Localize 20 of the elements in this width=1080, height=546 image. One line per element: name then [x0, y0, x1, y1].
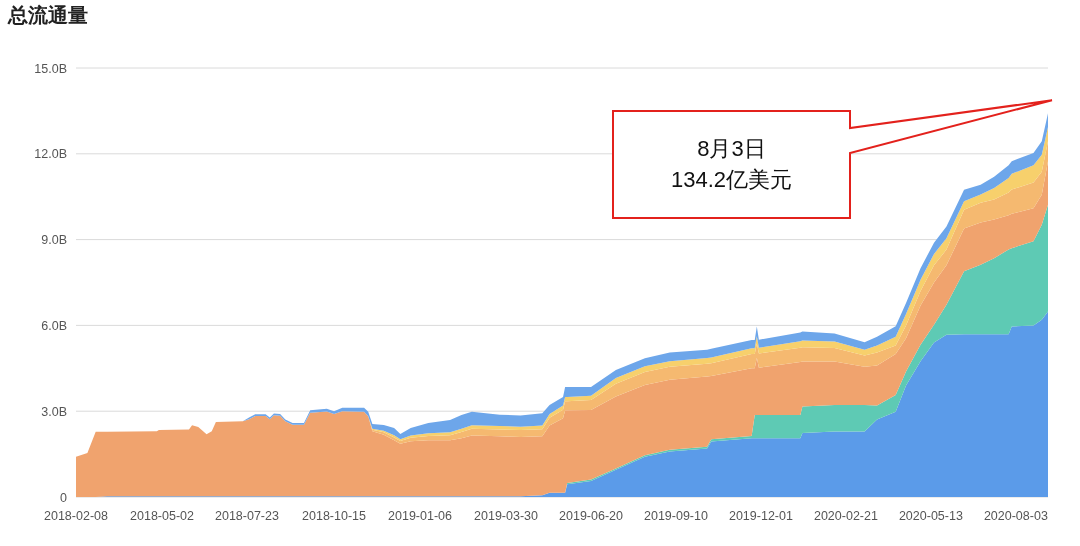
annotation: 8月3日 134.2亿美元	[670, 136, 793, 192]
y-tick-label: 9.0B	[41, 233, 67, 248]
x-tick-label: 2019-09-10	[644, 509, 708, 523]
y-tick-label: 0	[60, 490, 68, 505]
x-tick-label: 2018-10-15	[302, 509, 367, 523]
y-tick-label: 12.0B	[34, 147, 67, 162]
x-tick-label: 2019-06-20	[559, 509, 624, 523]
y-tick-label: 15.0B	[34, 61, 67, 76]
x-tick-label: 2019-01-06	[388, 509, 453, 523]
chart-title: 总流通量	[7, 4, 88, 26]
x-tick-label: 2020-08-03	[983, 509, 1048, 523]
x-tick-label: 2018-07-23	[215, 509, 279, 523]
y-tick-label: 3.0B	[41, 404, 67, 419]
x-tick-label: 2018-02-08	[44, 509, 109, 523]
x-tick-label: 2020-05-13	[898, 509, 963, 523]
x-tick-label: 2019-03-30	[474, 509, 539, 523]
x-tick-label: 2018-05-02	[130, 509, 195, 523]
x-tick-label: 2019-12-01	[728, 509, 793, 523]
y-tick-label: 6.0B	[41, 318, 67, 333]
x-tick-label: 2020-02-21	[813, 509, 878, 523]
